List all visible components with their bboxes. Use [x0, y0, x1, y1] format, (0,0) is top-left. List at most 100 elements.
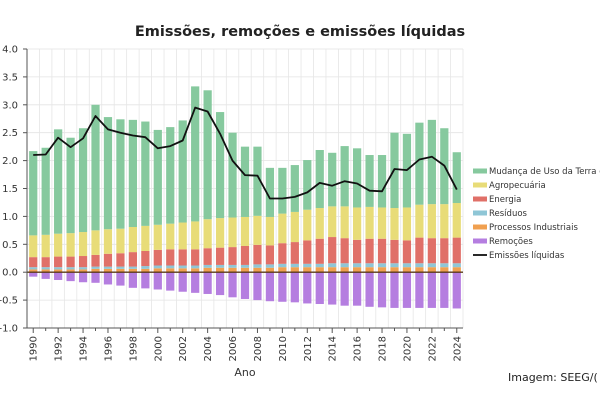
bar-processos-industriais-1999	[141, 268, 150, 273]
bar-agropecuaria-2006	[228, 217, 237, 248]
bar-remocoes-2000	[153, 272, 162, 290]
y-tick-label: 2.5	[2, 128, 18, 139]
y-tick-label: -0.5	[0, 296, 18, 307]
bar-residuos-2009	[265, 264, 275, 268]
bar-processos-industriais-2010	[278, 267, 287, 273]
bar-energia-2010	[278, 243, 287, 264]
bar-processos-industriais-2007	[240, 267, 250, 273]
bar-remocoes-2012	[303, 272, 312, 304]
bar-processos-industriais-2004	[203, 267, 212, 273]
bar-agropecuaria-1996	[103, 229, 113, 254]
legend-swatch-remocoes	[473, 238, 487, 244]
bar-residuos-2000	[153, 265, 162, 269]
x-tick-label: 2022	[427, 336, 438, 361]
bar-remocoes-2006	[228, 272, 237, 298]
bar-remocoes-1991	[41, 272, 50, 279]
image-credit: Imagem: SEEG/(	[508, 371, 598, 384]
x-axis-label: Ano	[234, 366, 255, 379]
bar-agropecuaria-1991	[41, 234, 50, 258]
bar-agropecuaria-2019	[390, 208, 399, 240]
bar-energia-2015	[340, 238, 349, 264]
bar-agropecuaria-2009	[265, 216, 275, 246]
bar-agropecuaria-2005	[215, 218, 225, 248]
bar-energia-2002	[178, 249, 187, 266]
bar-processos-industriais-2019	[390, 267, 399, 273]
y-tick-label: 2.0	[2, 156, 18, 167]
bar-energia-1998	[128, 252, 137, 267]
bar-processos-industriais-1995	[91, 268, 100, 273]
bar-mudanca-de-uso-da-terra-e-fl-2006	[228, 132, 237, 218]
bar-residuos-1998	[128, 266, 137, 269]
bar-mudanca-de-uso-da-terra-e-fl-2003	[191, 86, 200, 222]
bar-residuos-1995	[91, 266, 100, 269]
bar-energia-1999	[141, 250, 150, 267]
legend-label-agropecuaria: Agropecuária	[489, 181, 546, 191]
bar-processos-industriais-1991	[41, 269, 50, 273]
bar-remocoes-1994	[78, 272, 88, 283]
legend-label-residuos: Resíduos	[489, 209, 528, 219]
chart-title: Emissões, remoções e emissões líquidas	[135, 24, 465, 40]
bar-processos-industriais-2006	[228, 267, 237, 273]
bar-agropecuaria-2012	[303, 209, 312, 241]
bar-remocoes-1990	[29, 272, 38, 277]
bars	[29, 86, 461, 309]
bar-remocoes-2018	[377, 272, 387, 308]
bar-mudanca-de-uso-da-terra-e-fl-1992	[54, 129, 63, 234]
bar-agropecuaria-2022	[427, 204, 436, 239]
bar-agropecuaria-1992	[54, 233, 63, 257]
x-tick-label: 2012	[303, 336, 314, 361]
bar-remocoes-2008	[253, 272, 262, 301]
bar-energia-2000	[153, 249, 162, 266]
x-axis-ticks: 1990 1992 1994 1996 1998 2000 2002 2004 2006 2008…	[29, 328, 463, 361]
bar-remocoes-1995	[91, 272, 100, 283]
bar-residuos-2021	[415, 263, 424, 268]
bar-mudanca-de-uso-da-terra-e-fl-2015	[340, 146, 349, 207]
legend-label-mudanca-de-uso-da-terra-e-fl: Mudança de Uso da Terra e Fl	[489, 167, 600, 177]
bar-processos-industriais-2016	[353, 267, 362, 273]
legend-label-processos-industriais: Processos Industriais	[489, 223, 578, 233]
x-tick-label: 1998	[128, 336, 139, 361]
bar-remocoes-2023	[440, 272, 449, 308]
bar-processos-industriais-2002	[178, 268, 187, 273]
bar-mudanca-de-uso-da-terra-e-fl-2021	[415, 122, 424, 205]
y-tick-label: 0.5	[2, 240, 18, 251]
bar-residuos-2003	[191, 265, 200, 269]
bar-processos-industriais-1990	[29, 269, 38, 273]
y-tick-label: 3.5	[2, 72, 18, 83]
bar-energia-2011	[290, 242, 299, 264]
bar-residuos-2007	[240, 264, 250, 268]
bar-residuos-1994	[78, 267, 88, 270]
bar-residuos-2019	[390, 263, 399, 268]
bar-agropecuaria-2003	[191, 221, 200, 250]
bar-energia-1993	[66, 256, 75, 268]
bar-remocoes-1992	[54, 272, 63, 281]
bar-residuos-2001	[166, 265, 175, 269]
bar-energia-2005	[215, 247, 225, 265]
bar-residuos-2024	[452, 263, 461, 268]
bar-residuos-2011	[290, 263, 299, 268]
bar-energia-2023	[440, 238, 449, 264]
legend: Mudança de Uso da Terra e Fl Agropecuária…	[473, 167, 600, 261]
bar-processos-industriais-2023	[440, 267, 449, 273]
bar-processos-industriais-1996	[103, 268, 113, 273]
bar-mudanca-de-uso-da-terra-e-fl-2024	[452, 152, 461, 204]
y-tick-label: 0.0	[2, 268, 18, 279]
legend-label-remocoes: Remoções	[489, 237, 533, 247]
bar-remocoes-2013	[315, 272, 324, 305]
bar-energia-2007	[240, 245, 250, 265]
bar-agropecuaria-1990	[29, 235, 38, 258]
bar-mudanca-de-uso-da-terra-e-fl-1994	[78, 128, 88, 233]
bar-mudanca-de-uso-da-terra-e-fl-2010	[278, 167, 287, 214]
bar-mudanca-de-uso-da-terra-e-fl-2001	[166, 127, 175, 224]
bar-remocoes-2024	[452, 272, 461, 309]
legend-label-energia: Energia	[489, 195, 521, 205]
bar-residuos-2002	[178, 265, 187, 269]
x-tick-label: 2008	[253, 336, 264, 361]
bar-mudanca-de-uso-da-terra-e-fl-1993	[66, 137, 75, 234]
y-tick-label: -1.0	[0, 324, 18, 335]
bar-remocoes-2021	[415, 272, 424, 308]
bar-energia-2013	[315, 238, 324, 264]
x-tick-label: 2000	[153, 336, 164, 361]
bar-remocoes-2005	[215, 272, 225, 296]
bar-mudanca-de-uso-da-terra-e-fl-2017	[365, 155, 374, 207]
